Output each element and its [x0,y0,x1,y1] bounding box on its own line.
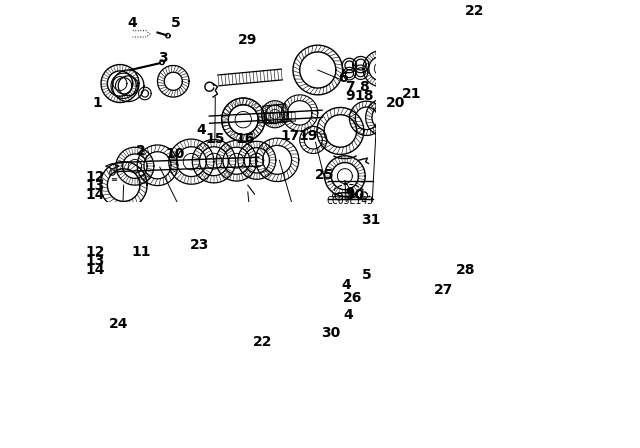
Text: 12: 12 [86,245,106,259]
Text: 9: 9 [346,89,355,103]
Text: 8: 8 [359,80,369,94]
Text: 12: 12 [86,170,106,184]
Text: 22: 22 [253,335,273,349]
Text: 23: 23 [190,238,209,252]
Text: ≡: ≡ [109,175,116,184]
Text: 13: 13 [86,179,106,193]
Text: 14: 14 [86,263,106,277]
Text: 5: 5 [362,267,371,281]
Text: 1: 1 [93,96,102,110]
Text: 30: 30 [345,188,364,202]
Text: 25: 25 [315,168,334,182]
Text: 26: 26 [343,291,363,305]
Text: 27: 27 [434,283,453,297]
Text: 31: 31 [362,213,381,228]
Text: 4: 4 [341,278,351,293]
Text: 30: 30 [321,326,340,340]
Text: 16: 16 [236,132,255,146]
Text: 7: 7 [346,80,355,94]
Text: 20: 20 [386,96,405,110]
Text: 21: 21 [402,87,422,101]
Text: 4: 4 [196,123,206,137]
Text: 14: 14 [86,188,106,202]
Text: CC05E143: CC05E143 [327,196,374,206]
Text: 4: 4 [128,17,138,30]
Text: 6: 6 [338,71,348,85]
Text: 11: 11 [131,245,150,259]
Text: 29: 29 [238,33,257,47]
Circle shape [347,188,353,194]
Text: 19: 19 [298,129,317,143]
Text: 18: 18 [354,89,374,103]
Text: 17: 17 [280,129,300,143]
Text: 24: 24 [108,317,128,331]
Text: 4: 4 [344,308,353,322]
Text: 10: 10 [165,146,185,160]
Text: 13: 13 [86,254,106,268]
Text: 2: 2 [136,144,146,158]
Text: 28: 28 [456,263,476,277]
Text: 22: 22 [465,4,484,18]
Text: 5: 5 [171,17,180,30]
Text: 15: 15 [205,132,225,146]
Text: 3: 3 [159,51,168,65]
